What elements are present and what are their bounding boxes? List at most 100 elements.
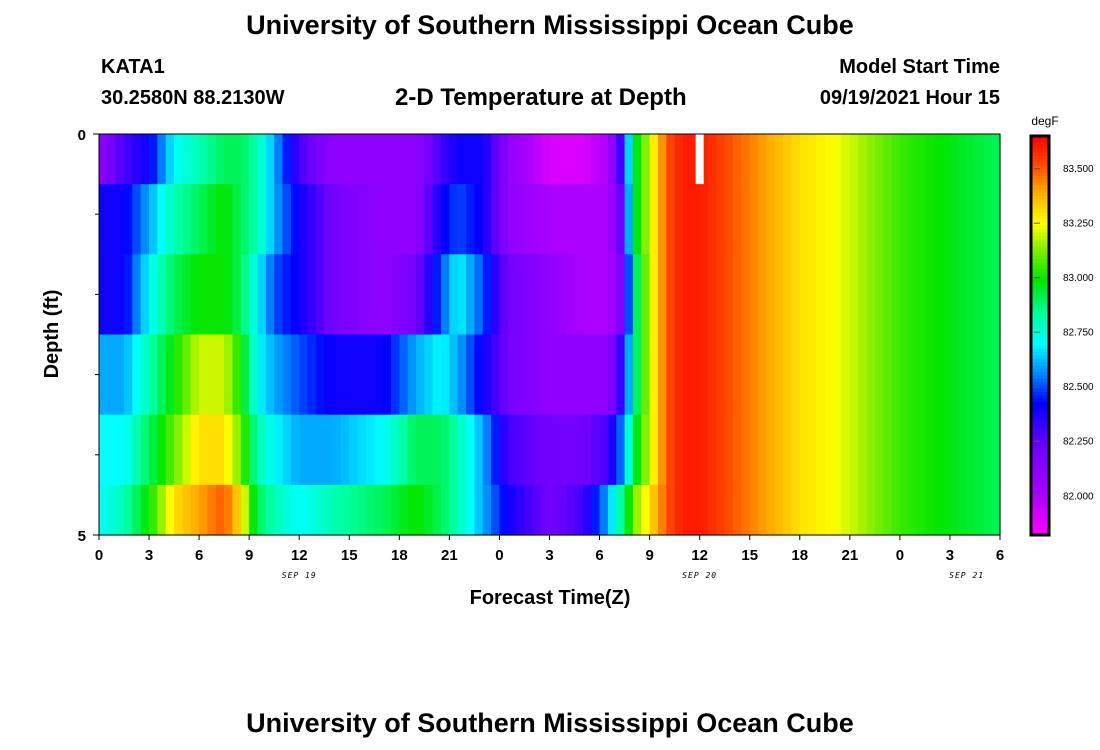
heatmap-cell <box>557 414 567 486</box>
heatmap-cell <box>708 414 717 486</box>
heatmap-cell <box>499 334 509 416</box>
heatmap-cell <box>774 134 784 185</box>
heatmap-cell <box>674 184 684 255</box>
heatmap-cell <box>741 414 751 486</box>
heatmap-cell <box>566 334 576 416</box>
heatmap-cell <box>607 184 617 255</box>
colorbar-segment <box>1031 269 1049 273</box>
heatmap-cell <box>724 484 734 536</box>
heatmap-cell <box>724 254 734 336</box>
heatmap-cell <box>282 134 292 185</box>
heatmap-cell <box>265 484 275 536</box>
heatmap-cell <box>507 414 517 486</box>
heatmap-cell <box>866 184 876 255</box>
heatmap-cell <box>532 334 542 416</box>
colorbar-segment <box>1031 212 1049 217</box>
heatmap-cell <box>124 334 133 416</box>
heatmap-cell <box>349 134 359 185</box>
heatmap-cell <box>641 334 651 416</box>
heatmap-cell <box>132 254 142 336</box>
heatmap-cell <box>916 184 926 255</box>
colorbar-segment <box>1031 219 1049 224</box>
x-tick-label: 3 <box>145 547 153 564</box>
colorbar-segment <box>1031 488 1049 493</box>
colorbar-frame <box>1029 134 1051 537</box>
colorbar-segment <box>1031 435 1049 440</box>
heatmap-cell <box>374 184 384 255</box>
heatmap-cell <box>716 484 726 536</box>
heatmap-cell <box>691 414 701 486</box>
heatmap-cell <box>774 254 784 336</box>
station-id: KATA1 <box>101 56 165 78</box>
heatmap-cell <box>632 134 642 185</box>
heatmap-cell <box>949 484 959 536</box>
heatmap-cell <box>958 484 968 536</box>
heatmap-cell <box>265 414 275 486</box>
heatmap-cell <box>115 414 125 486</box>
heatmap-cell <box>340 134 350 185</box>
heatmap-cell <box>699 484 709 536</box>
heatmap-cell <box>124 414 133 486</box>
heatmap-cell <box>174 254 184 336</box>
heatmap-cell <box>733 334 742 416</box>
heatmap-cell <box>224 134 234 185</box>
colorbar-segment <box>1031 152 1049 157</box>
heatmap-cell <box>416 414 425 486</box>
heatmap-cell <box>449 334 459 416</box>
heatmap-cell <box>407 414 417 486</box>
heatmap-cell <box>883 484 893 536</box>
x-tick-label: 21 <box>441 547 458 564</box>
colorbar-segment <box>1031 222 1049 227</box>
heatmap-cell <box>657 484 667 536</box>
heatmap-cell <box>357 484 367 536</box>
heatmap-cell <box>749 184 759 255</box>
heatmap-cell <box>441 134 450 185</box>
heatmap-cell <box>441 254 450 336</box>
heatmap-cell <box>199 334 209 416</box>
heatmap-cell <box>140 134 150 185</box>
heatmap-cell <box>682 334 692 416</box>
colorbar-segment <box>1031 395 1049 400</box>
heatmap-cell <box>766 484 776 536</box>
heatmap-cell <box>474 254 484 336</box>
heatmap-cell <box>557 334 567 416</box>
heatmap-cell <box>849 134 859 185</box>
heatmap-cell <box>616 254 626 336</box>
heatmap-cell <box>149 334 158 416</box>
heatmap-cell <box>474 414 484 486</box>
heatmap-cell <box>115 184 125 255</box>
colorbar-segment <box>1031 378 1049 383</box>
heatmap-cell <box>958 334 968 416</box>
heatmap-cell <box>883 334 893 416</box>
heatmap-cell <box>149 184 158 255</box>
heatmap-cell <box>224 254 234 336</box>
heatmap-cell <box>983 414 993 486</box>
heatmap-cell <box>974 334 984 416</box>
heatmap-cell <box>866 484 876 536</box>
heatmap-cell <box>691 254 701 336</box>
heatmap-cell <box>866 334 876 416</box>
colorbar-segment <box>1031 232 1049 237</box>
heatmap-cell <box>390 334 400 416</box>
colorbar-segment <box>1031 348 1049 353</box>
heatmap-cell <box>924 334 934 416</box>
heatmap-cell <box>232 414 242 486</box>
heatmap-cell <box>816 334 826 416</box>
heatmap-cell <box>607 484 617 536</box>
heatmap-cell <box>457 254 467 336</box>
heatmap-cell <box>190 134 200 185</box>
heatmap-cell <box>299 254 309 336</box>
colorbar-segment <box>1031 468 1049 473</box>
heatmap-cell <box>299 184 309 255</box>
heatmap-cell <box>115 254 125 336</box>
heatmap-cell <box>682 414 692 486</box>
date-label: SEP 21 <box>949 571 984 580</box>
heatmap-cell <box>849 484 859 536</box>
colorbar-segment <box>1031 501 1049 506</box>
heatmap-cell <box>290 334 300 416</box>
heatmap-cell <box>908 334 918 416</box>
heatmap-cell <box>924 414 934 486</box>
model-start-time: 09/19/2021 Hour 15 <box>819 87 1000 109</box>
